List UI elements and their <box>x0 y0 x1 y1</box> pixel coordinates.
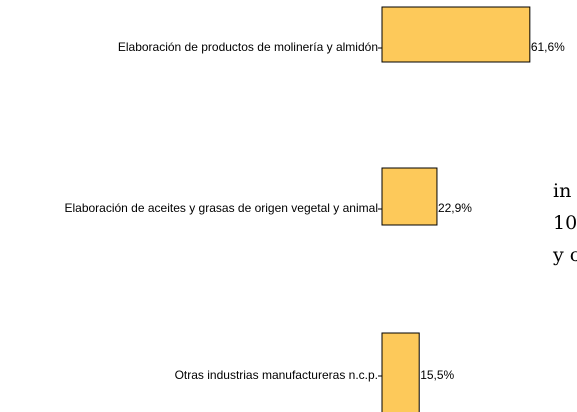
category-label: Elaboración de productos de molinería y … <box>118 40 378 54</box>
bar <box>381 6 531 63</box>
category-label: Elaboración de aceites y grasas de orige… <box>64 201 378 215</box>
side-text: in <box>553 180 571 202</box>
category-label: Otras industrias manufactureras n.c.p. <box>175 368 378 382</box>
value-label: 22,9% <box>438 201 472 215</box>
bar <box>381 167 438 226</box>
side-text: 10 <box>553 212 577 234</box>
bar <box>381 332 420 412</box>
side-text: y c <box>552 244 577 266</box>
value-label: 61,6% <box>531 40 565 54</box>
value-label: 15,5% <box>420 368 454 382</box>
